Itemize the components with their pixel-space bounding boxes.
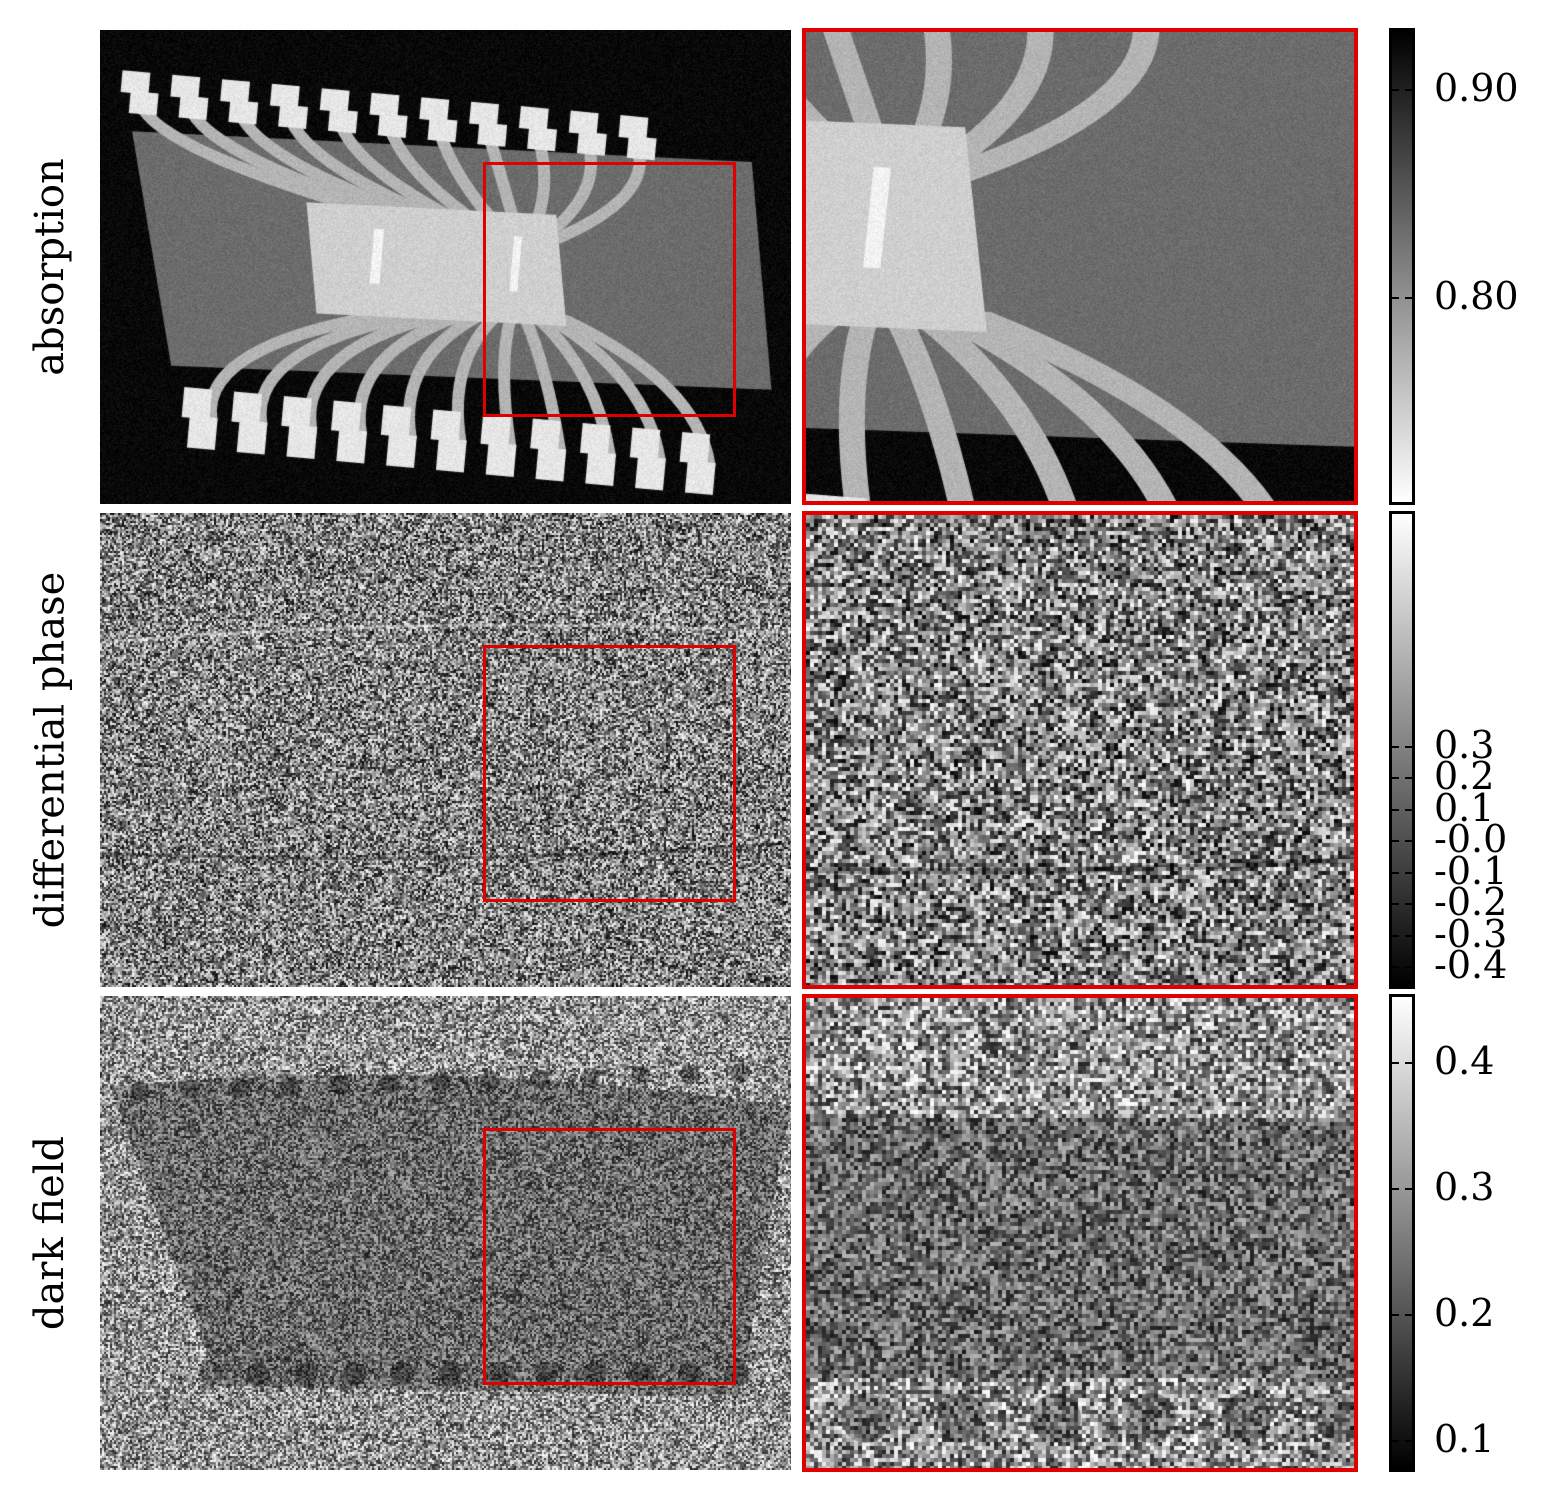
differential-phase-roi-box bbox=[483, 645, 736, 902]
dark-field-image bbox=[100, 996, 791, 1470]
absorption-roi-box bbox=[483, 162, 736, 417]
dark-field-roi-box bbox=[483, 1128, 736, 1385]
differential-phase-image bbox=[100, 513, 791, 987]
colorbar-tick-label: 0.3 bbox=[1434, 1165, 1495, 1210]
colorbar-tick-label: 0.3 bbox=[1434, 722, 1495, 767]
colorbar-tick-label: 0.80 bbox=[1434, 273, 1519, 318]
colorbar-tick-label: -0.4 bbox=[1434, 943, 1508, 988]
colorbar-tick-label: 0.1 bbox=[1434, 785, 1495, 830]
colorbar-tick-label: 0.2 bbox=[1434, 1290, 1495, 1335]
colorbar-tick-label: 0.90 bbox=[1434, 66, 1519, 111]
absorption-image bbox=[100, 30, 791, 504]
row-label-differential-phase: differential phase bbox=[27, 571, 73, 929]
row-label-dark-field: dark field bbox=[27, 1135, 73, 1331]
colorbar-tick-label: 0.4 bbox=[1434, 1039, 1495, 1084]
colorbar-tick-label: 0.2 bbox=[1434, 754, 1495, 799]
colorbar-tick-label: -0.1 bbox=[1434, 848, 1508, 893]
differential-phase-zoom-image bbox=[802, 511, 1358, 989]
row-label-absorption: absorption bbox=[27, 158, 73, 376]
absorption-zoom-image bbox=[802, 28, 1358, 505]
absorption-colorbar bbox=[1389, 28, 1415, 505]
colorbar-tick-label: -0.2 bbox=[1434, 880, 1508, 925]
colorbar-tick-label: -0.0 bbox=[1434, 817, 1508, 862]
dark-field-zoom-image bbox=[802, 994, 1358, 1472]
colorbar-tick-label: -0.3 bbox=[1434, 911, 1508, 956]
dark-field-colorbar bbox=[1389, 994, 1415, 1472]
differential-phase-colorbar bbox=[1389, 511, 1415, 989]
colorbar-tick-label: 0.1 bbox=[1434, 1416, 1495, 1461]
